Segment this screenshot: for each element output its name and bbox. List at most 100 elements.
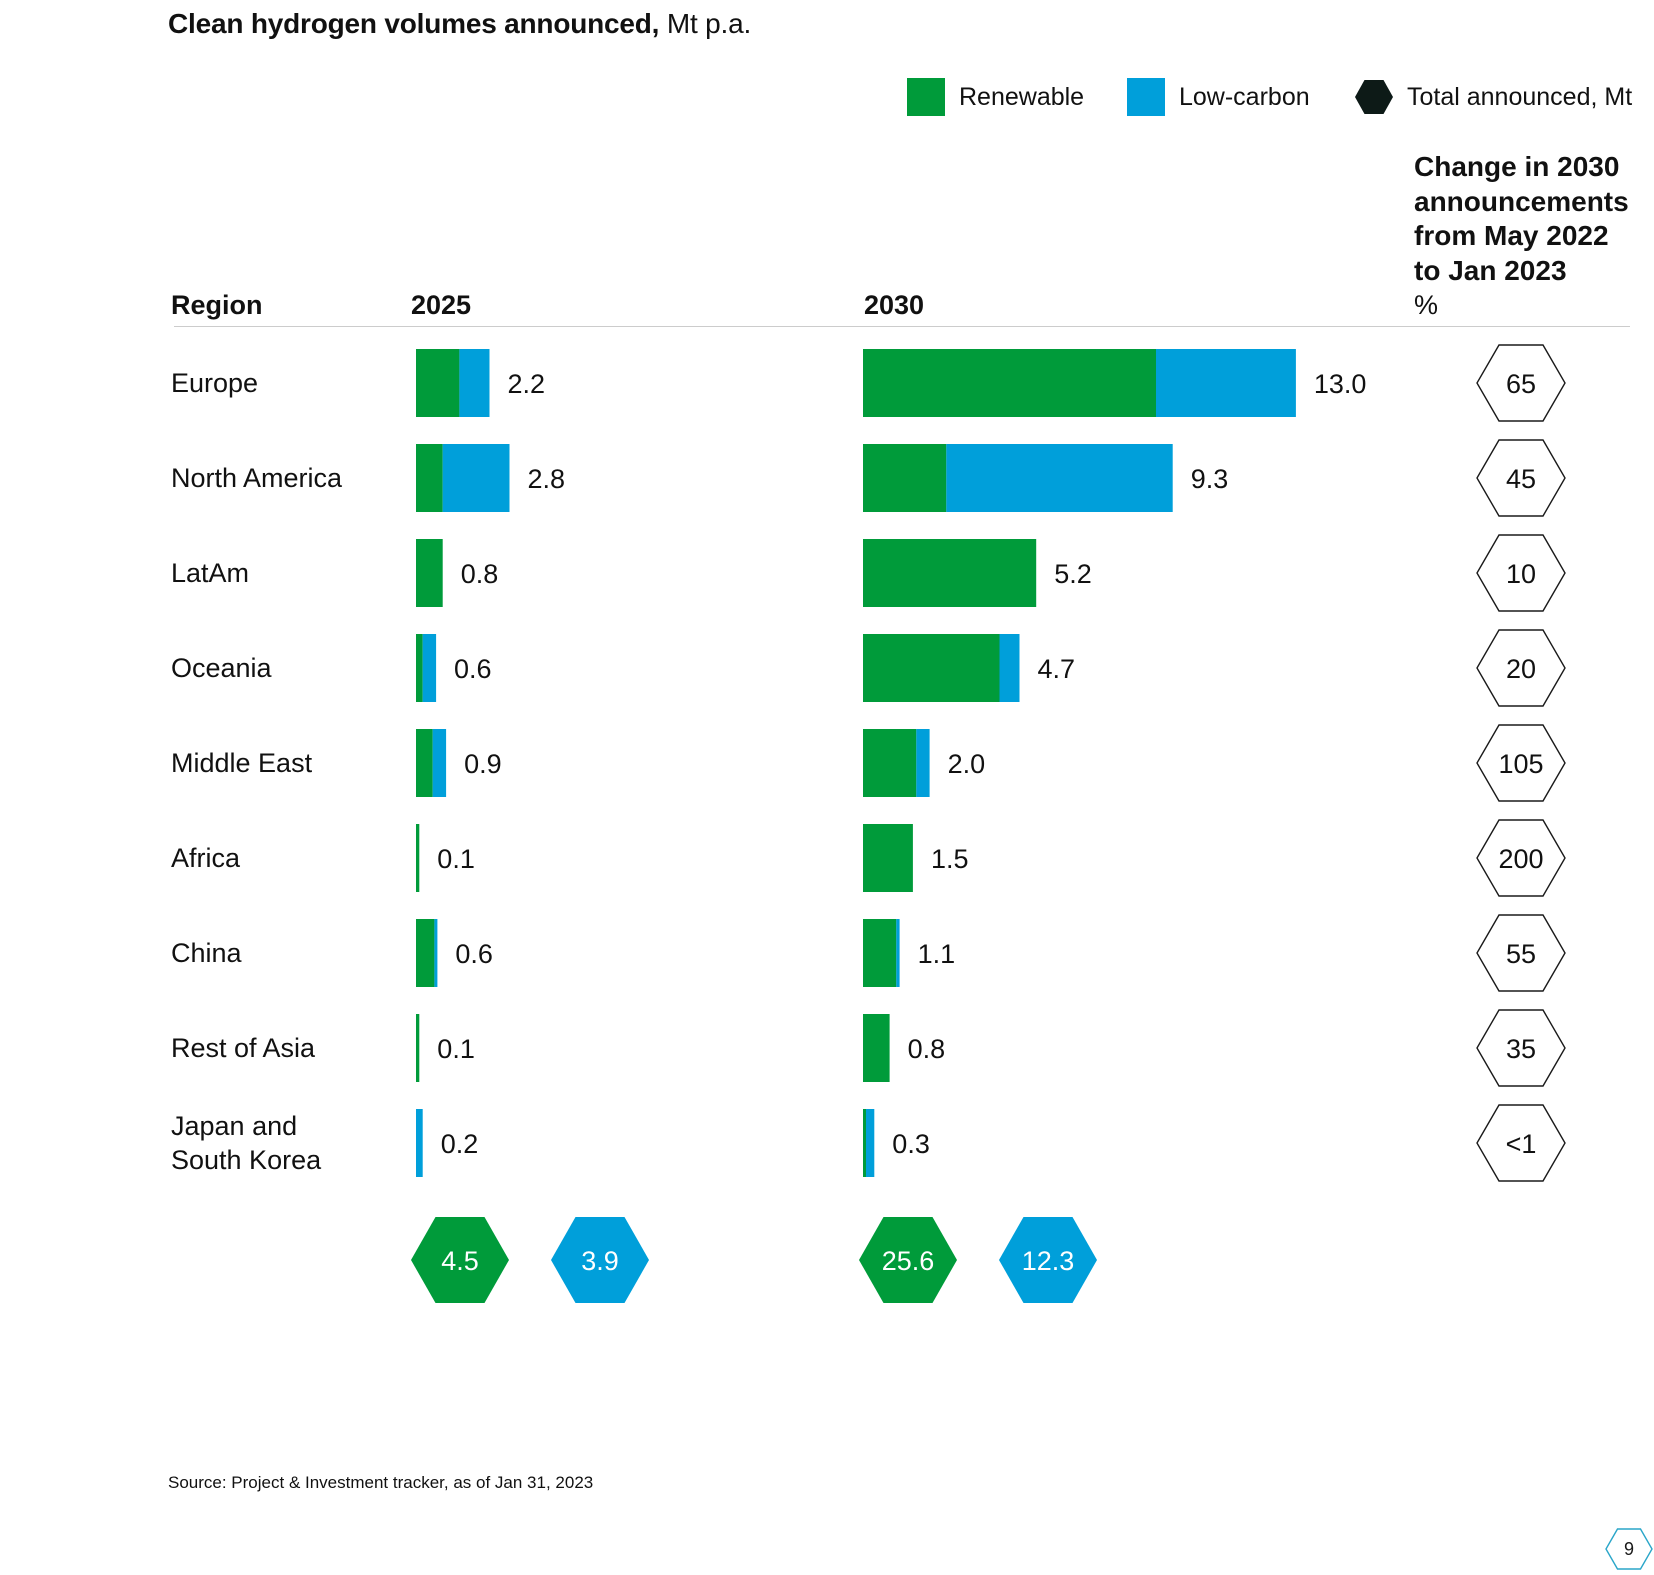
chart-title: Clean hydrogen volumes announced, Mt p.a… xyxy=(168,8,751,40)
legend-renewable-label: Renewable xyxy=(959,82,1085,111)
region-label-line: North America xyxy=(171,463,343,493)
bar-renewable-2030 xyxy=(863,349,1156,417)
total-label-2030: 1.5 xyxy=(931,844,969,874)
bar-renewable-2030 xyxy=(863,919,897,987)
bar-renewable-2030 xyxy=(863,1014,890,1082)
bar-renewable-2030 xyxy=(863,539,1037,607)
sum-low-carbon-2025-hexagon xyxy=(551,1217,649,1303)
region-label-line: LatAm xyxy=(171,558,250,588)
total-label-2025: 0.6 xyxy=(454,654,492,684)
region-label: Africa xyxy=(171,841,240,875)
region-label-line: Oceania xyxy=(171,653,272,683)
header-2030: 2030 xyxy=(864,290,925,320)
page-number: 9 xyxy=(1624,1539,1634,1559)
header-change-line: to Jan 2023 xyxy=(1414,254,1567,286)
sum-low-carbon-2030-label: 12.3 xyxy=(1022,1246,1075,1276)
bar-renewable-2025 xyxy=(416,444,443,512)
region-label: China xyxy=(171,936,242,970)
sum-renewable-2030-hexagon xyxy=(859,1217,957,1303)
region-label-line: Japan and xyxy=(171,1111,298,1141)
change-hexagon xyxy=(1476,724,1566,802)
legend-renewable-swatch xyxy=(907,78,945,116)
total-label-2025: 0.9 xyxy=(464,749,502,779)
bar-renewable-2030 xyxy=(863,634,1000,702)
region-label-line: China xyxy=(171,938,242,968)
region-label: Europe xyxy=(171,366,258,400)
bar-low-carbon-2030 xyxy=(896,919,900,987)
change-hexagon xyxy=(1476,819,1566,897)
hexagon-icon xyxy=(1355,80,1393,114)
legend-low-carbon-label: Low-carbon xyxy=(1179,82,1310,111)
bar-renewable-2030 xyxy=(863,824,913,892)
chart-title-main: Clean hydrogen volumes announced, xyxy=(168,8,660,39)
bar-low-carbon-2030 xyxy=(999,634,1020,702)
bar-renewable-2025 xyxy=(416,1014,420,1082)
bar-low-carbon-2025 xyxy=(416,1109,423,1177)
change-value: 200 xyxy=(1498,844,1543,874)
change-hexagon xyxy=(1476,534,1566,612)
legend-renewable: Renewable xyxy=(907,78,1084,116)
header-divider xyxy=(174,326,1630,327)
bar-low-carbon-2030 xyxy=(946,444,1173,512)
region-label: Japan and South Korea xyxy=(171,1109,321,1177)
sum-low-carbon-2025-label: 3.9 xyxy=(581,1246,619,1276)
total-label-2030: 0.3 xyxy=(892,1129,930,1159)
header-change: Change in 2030 announcements from May 20… xyxy=(1414,150,1629,288)
bar-low-carbon-2025 xyxy=(432,729,447,797)
total-label-2030: 4.7 xyxy=(1038,654,1076,684)
change-value: 20 xyxy=(1506,654,1536,684)
region-label-line: Middle East xyxy=(171,748,313,778)
bar-renewable-2025 xyxy=(416,729,433,797)
total-label-2025: 0.2 xyxy=(441,1129,479,1159)
bar-low-carbon-2025 xyxy=(459,349,490,417)
region-label-line: Africa xyxy=(171,843,241,873)
bar-low-carbon-2030 xyxy=(866,1109,875,1177)
header-change-line: Change in 2030 xyxy=(1414,151,1620,182)
change-value: <1 xyxy=(1506,1129,1537,1159)
region-label: Oceania xyxy=(171,651,272,685)
bar-low-carbon-2030 xyxy=(916,729,930,797)
sum-renewable-2030-label: 25.6 xyxy=(882,1246,935,1276)
bar-renewable-2030 xyxy=(863,1109,866,1177)
change-hexagon xyxy=(1476,914,1566,992)
total-label-2025: 0.6 xyxy=(455,939,493,969)
change-hexagon xyxy=(1476,1009,1566,1087)
total-label-2025: 0.1 xyxy=(437,1034,475,1064)
total-label-2030: 9.3 xyxy=(1191,464,1229,494)
sum-renewable-2025-label: 4.5 xyxy=(441,1246,479,1276)
bar-renewable-2025 xyxy=(416,539,443,607)
legend-total: Total announced, Mt xyxy=(1355,78,1632,116)
sum-low-carbon-2030-hexagon xyxy=(999,1217,1097,1303)
bar-low-carbon-2025 xyxy=(434,919,438,987)
total-label-2030: 0.8 xyxy=(908,1034,946,1064)
header-change-line: announcements xyxy=(1414,185,1629,217)
change-value: 45 xyxy=(1506,464,1536,494)
total-label-2030: 5.2 xyxy=(1054,559,1092,589)
change-hexagon xyxy=(1476,1104,1566,1182)
change-value: 10 xyxy=(1506,559,1536,589)
header-change-line: from May 2022 xyxy=(1414,220,1609,251)
bar-renewable-2030 xyxy=(863,729,917,797)
region-label: Rest of Asia xyxy=(171,1031,315,1065)
region-label: LatAm xyxy=(171,556,249,590)
change-hexagon xyxy=(1476,439,1566,517)
bar-low-carbon-2030 xyxy=(1156,349,1296,417)
region-label-line: South Korea xyxy=(171,1145,322,1175)
total-label-2030: 1.1 xyxy=(918,939,956,969)
bar-renewable-2025 xyxy=(416,919,435,987)
total-label-2030: 13.0 xyxy=(1314,369,1367,399)
bar-renewable-2025 xyxy=(416,634,423,702)
page-number-hexagon xyxy=(1605,1528,1653,1570)
header-region: Region xyxy=(171,290,263,320)
region-label-line: Rest of Asia xyxy=(171,1033,316,1063)
change-value: 35 xyxy=(1506,1034,1536,1064)
legend-total-label: Total announced, Mt xyxy=(1407,82,1633,111)
total-label-2025: 0.1 xyxy=(437,844,475,874)
bar-low-carbon-2025 xyxy=(442,444,510,512)
legend-low-carbon: Low-carbon xyxy=(1127,78,1310,116)
region-label: Middle East xyxy=(171,746,312,780)
region-label-line: Europe xyxy=(171,368,259,398)
bar-low-carbon-2025 xyxy=(422,634,437,702)
change-value: 105 xyxy=(1498,749,1543,779)
